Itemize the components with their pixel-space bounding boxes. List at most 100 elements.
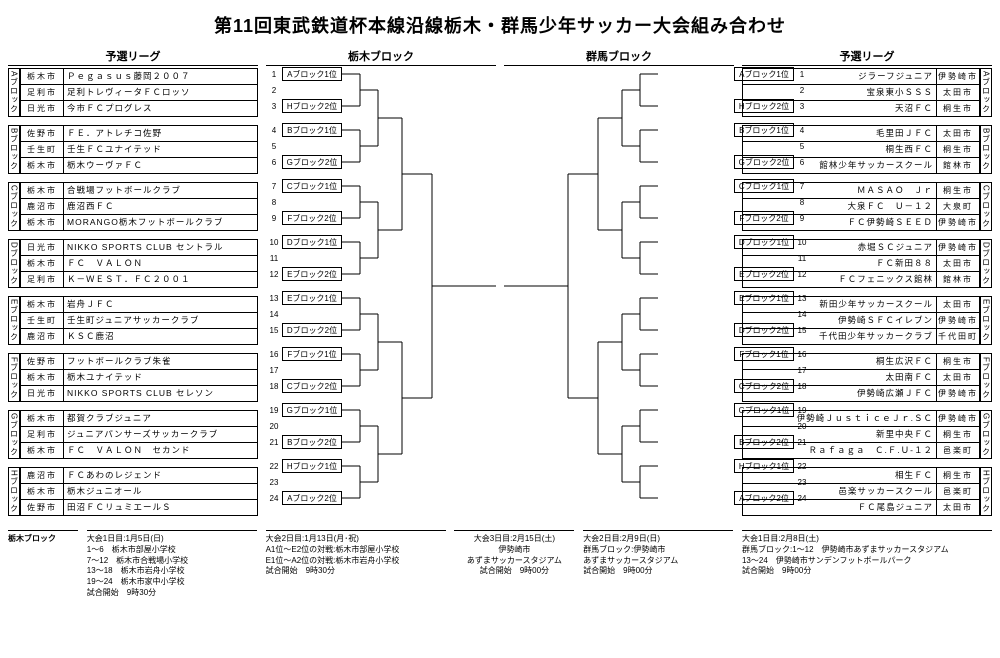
group-label: Dブロック: [980, 239, 992, 288]
team-row: 栃木市Ｐｅｇａｓｕｓ藤岡２００７: [20, 69, 258, 85]
city-cell: 栃木市: [20, 411, 64, 426]
group-label: Hブロック: [980, 467, 992, 516]
team-row: 足利市足利トレヴィータＦＣロッソ: [20, 85, 258, 101]
seed-label: Eブロック1位: [734, 291, 794, 305]
team-row: 壬生町壬生ＦＣユナイテッド: [20, 142, 258, 158]
seed: 2: [734, 82, 810, 98]
group-label: Gブロック: [8, 410, 20, 459]
city-cell: 桐生市: [936, 101, 980, 116]
seed-number: 14: [794, 310, 810, 319]
team-row: 佐野市ＦＥ．アトレチコ佐野: [20, 126, 258, 142]
group-Dブロック: Dブロック日光市NIKKO SPORTS CLUB セントラル栃木市ＦＣ ＶＡＬ…: [8, 239, 258, 288]
seed: 21Bブロック2位: [734, 434, 810, 450]
seed: 8: [734, 194, 810, 210]
city-cell: 佐野市: [20, 500, 64, 515]
seed-number: 8: [794, 198, 810, 207]
city-cell: 栃木市: [20, 158, 64, 173]
city-cell: 館林市: [936, 158, 980, 173]
team-cell: ＦＣあわのレジェンド: [64, 468, 258, 483]
team-row: 日光市NIKKO SPORTS CLUB セレソン: [20, 386, 258, 402]
city-cell: 鹿沼市: [20, 329, 64, 344]
left-league-header: 予選リーグ: [8, 48, 258, 66]
seed: 4Bブロック1位: [734, 122, 810, 138]
team-cell: 今市ＦＣプログレス: [64, 101, 258, 116]
team-cell: 岩舟ＪＦＣ: [64, 297, 258, 312]
seed: 24Aブロック2位: [734, 490, 810, 506]
seed-number: 1: [794, 70, 810, 79]
city-cell: 伊勢崎市: [936, 313, 980, 328]
seed: 6Gブロック2位: [734, 154, 810, 170]
city-cell: 栃木市: [20, 183, 64, 198]
left-bracket-header: 栃木ブロック: [266, 48, 496, 66]
city-cell: 栃木市: [20, 69, 64, 84]
seed-label: Eブロック2位: [734, 267, 794, 281]
team-cell: ＫＳＣ鹿沼: [64, 329, 258, 344]
city-cell: 足利市: [20, 85, 64, 100]
team-cell: ＦＥ．アトレチコ佐野: [64, 126, 258, 141]
city-cell: 佐野市: [20, 126, 64, 141]
seed-number: 11: [794, 254, 810, 263]
city-cell: 日光市: [20, 240, 64, 255]
group-label: Fブロック: [8, 353, 20, 402]
seed: 10Dブロック1位: [734, 234, 810, 250]
group-Hブロック: Hブロック鹿沼市ＦＣあわのレジェンド栃木市栃木ジュニオール佐野市田沼ＦＣリュミエ…: [8, 467, 258, 516]
team-row: 足利市Ｋ－ＷＥＳＴ．ＦＣ２００１: [20, 272, 258, 288]
group-label: Bブロック: [8, 125, 20, 174]
seed-label: Aブロック2位: [734, 491, 794, 505]
city-cell: 太田市: [936, 126, 980, 141]
group-label: Dブロック: [8, 239, 20, 288]
city-cell: 館林市: [936, 272, 980, 287]
page-title: 第11回東武鉄道杯本線沿線栃木・群馬少年サッカー大会組み合わせ: [8, 12, 992, 38]
city-cell: 桐生市: [936, 142, 980, 157]
group-label: Cブロック: [8, 182, 20, 231]
city-cell: 栃木市: [20, 215, 64, 230]
city-cell: 足利市: [20, 272, 64, 287]
city-cell: 日光市: [20, 386, 64, 401]
city-cell: 邑楽町: [936, 484, 980, 499]
team-cell: ＦＣ ＶＡＬＯＮ: [64, 256, 258, 271]
seed-label: Aブロック1位: [734, 67, 794, 81]
right-league: 予選リーグ Aブロック伊勢崎市ジラーフジュニア太田市宝泉東小ＳＳＳ桐生市天沼ＦＣ…: [742, 48, 992, 524]
seed-number: 7: [794, 182, 810, 191]
city-cell: 邑楽町: [936, 443, 980, 458]
seed: 3Hブロック2位: [734, 98, 810, 114]
city-cell: 伊勢崎市: [936, 215, 980, 230]
seed-label: Cブロック1位: [734, 179, 794, 193]
seed: 19Gブロック1位: [734, 402, 810, 418]
team-cell: フットボールクラブ朱雀: [64, 354, 258, 369]
team-cell: 栃木ウーヴァＦＣ: [64, 158, 258, 173]
team-row: 栃木市合戦場フットボールクラブ: [20, 183, 258, 199]
group-Fブロック: Fブロック佐野市フットボールクラブ朱雀栃木市栃木ユナイテッド日光市NIKKO S…: [8, 353, 258, 402]
group-Gブロック: Gブロック栃木市都賀クラブジュニア足利市ジュニアパンサーズサッカークラブ栃木市Ｆ…: [8, 410, 258, 459]
team-cell: 鹿沼西ＦＣ: [64, 199, 258, 214]
seed-number: 5: [794, 142, 810, 151]
seed: 1Aブロック1位: [734, 66, 810, 82]
left-league: 予選リーグ Aブロック栃木市Ｐｅｇａｓｕｓ藤岡２００７足利市足利トレヴィータＦＣ…: [8, 48, 258, 524]
group-label: Aブロック: [980, 68, 992, 117]
seed-label: Cブロック2位: [734, 379, 794, 393]
city-cell: 栃木市: [20, 256, 64, 271]
seed: 12Eブロック2位: [734, 266, 810, 282]
group-label: Fブロック: [980, 353, 992, 402]
seed-number: 21: [794, 438, 810, 447]
group-label: Eブロック: [8, 296, 20, 345]
team-row: 栃木市栃木ジュニオール: [20, 484, 258, 500]
team-cell: 栃木ユナイテッド: [64, 370, 258, 385]
seed: 16Fブロック1位: [734, 346, 810, 362]
team-row: 佐野市フットボールクラブ朱雀: [20, 354, 258, 370]
group-Eブロック: Eブロック栃木市岩舟ＪＦＣ壬生町壬生町ジュニアサッカークラブ鹿沼市ＫＳＣ鹿沼: [8, 296, 258, 345]
seed-number: 17: [794, 366, 810, 375]
seed: 5: [734, 138, 810, 154]
city-cell: 鹿沼市: [20, 468, 64, 483]
seed-label: Hブロック1位: [734, 459, 794, 473]
seed-number: 20: [794, 422, 810, 431]
seed: 17: [734, 362, 810, 378]
city-cell: 栃木市: [20, 370, 64, 385]
city-cell: 壬生町: [20, 313, 64, 328]
group-Aブロック: Aブロック栃木市Ｐｅｇａｓｕｓ藤岡２００７足利市足利トレヴィータＦＣロッソ日光市…: [8, 68, 258, 117]
team-cell: MORANGO栃木フットボールクラブ: [64, 215, 258, 230]
seed: 14: [734, 306, 810, 322]
right-bracket: 群馬ブロック 1Aブロック1位23Hブロック2位4Bブロック1位56Gブロック2…: [504, 48, 734, 68]
seed: 23: [734, 474, 810, 490]
seed-number: 18: [794, 382, 810, 391]
